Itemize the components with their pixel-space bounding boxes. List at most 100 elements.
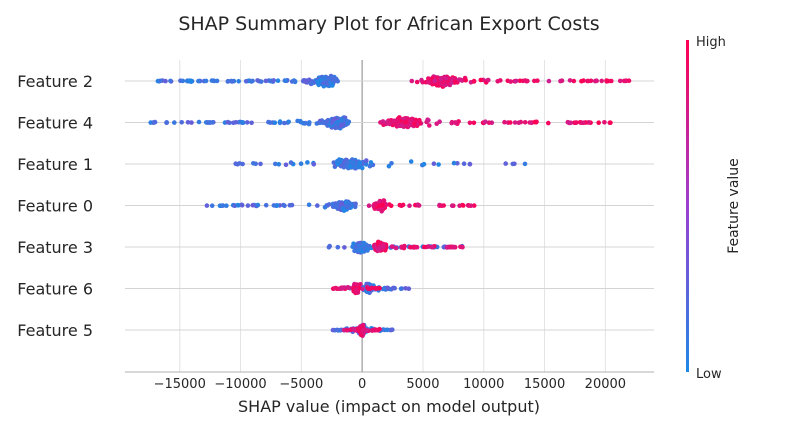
shap-point <box>508 79 513 84</box>
shap-point <box>367 163 373 169</box>
shap-point <box>471 203 477 208</box>
shap-point <box>421 161 427 167</box>
shap-point <box>271 203 277 208</box>
shap-point <box>436 162 441 167</box>
shap-point <box>498 78 503 83</box>
shap-point <box>164 120 169 125</box>
shap-point <box>373 327 378 333</box>
shap-point <box>455 161 460 166</box>
shap-point <box>335 122 340 127</box>
shap-point <box>351 327 357 333</box>
shap-point <box>276 162 282 167</box>
shap-point <box>235 162 240 167</box>
shap-point <box>255 78 260 83</box>
colorbar-high-label: High <box>696 35 726 50</box>
shap-point <box>399 203 404 209</box>
shap-point <box>245 203 251 208</box>
shap-point <box>344 327 350 333</box>
shap-point <box>283 78 289 84</box>
shap-point <box>339 286 345 291</box>
shap-point <box>338 117 344 123</box>
shap-point <box>271 78 277 83</box>
shap-point <box>274 203 280 208</box>
shap-point <box>281 202 286 208</box>
shap-point <box>385 286 391 291</box>
shap-point <box>317 77 323 83</box>
shap-point <box>353 201 358 207</box>
shap-point <box>277 120 283 126</box>
shap-point <box>377 326 382 332</box>
shap-point <box>522 120 528 125</box>
shap-point <box>240 161 245 167</box>
shap-point <box>401 245 407 251</box>
shap-point <box>346 285 352 291</box>
shap-point <box>443 75 449 81</box>
shap-point <box>516 120 522 125</box>
shap-point <box>356 164 362 170</box>
shap-point <box>486 120 492 125</box>
shap-point <box>322 205 328 210</box>
shap-point <box>203 78 209 84</box>
shap-point <box>330 327 336 333</box>
shap-point <box>335 286 340 292</box>
shap-point <box>231 120 236 126</box>
x-tick-label: 15000 <box>524 377 565 392</box>
shap-point <box>152 119 158 125</box>
shap-point <box>408 159 414 164</box>
shap-point <box>286 119 292 125</box>
shap-point <box>586 78 591 84</box>
shap-point <box>460 244 465 250</box>
shap-point <box>387 121 393 127</box>
shap-point <box>478 77 484 83</box>
shap-point <box>513 78 519 84</box>
shap-point <box>426 118 431 123</box>
shap-point <box>330 77 335 82</box>
shap-point <box>356 248 362 253</box>
beeswarm-points <box>148 73 632 339</box>
shap-point <box>357 160 363 166</box>
shap-point <box>377 285 382 291</box>
shap-point <box>263 78 269 84</box>
shap-point <box>188 79 194 84</box>
shap-point <box>438 76 444 82</box>
shap-point <box>402 119 408 125</box>
shap-point <box>568 120 573 126</box>
shap-point <box>409 78 415 84</box>
shap-point <box>298 118 303 124</box>
shap-point <box>374 286 379 291</box>
shap-point <box>224 203 229 208</box>
shap-point <box>559 78 565 83</box>
shap-point <box>148 120 153 125</box>
shap-point <box>449 120 455 126</box>
shap-point <box>267 120 273 125</box>
shap-point <box>522 161 528 167</box>
shap-point <box>389 161 394 166</box>
shap-point <box>437 119 442 124</box>
shap-point <box>373 202 378 207</box>
shap-point <box>412 121 417 127</box>
shap-point <box>361 328 366 333</box>
shap-point <box>321 76 327 81</box>
shap-point <box>377 203 383 208</box>
shap-point <box>571 78 577 84</box>
shap-point <box>354 287 359 293</box>
shap-point <box>430 244 435 250</box>
shap-point <box>315 203 320 208</box>
shap-point <box>282 120 287 126</box>
shap-point <box>439 203 445 208</box>
shap-point <box>508 120 513 125</box>
x-tick-label: −10000 <box>214 377 266 392</box>
shap-point <box>333 125 338 131</box>
shap-point <box>352 164 357 169</box>
shap-point <box>352 248 357 254</box>
shap-point <box>344 160 350 166</box>
shap-point <box>403 286 408 291</box>
feature-label: Feature 2 <box>17 72 93 91</box>
shap-point <box>355 326 361 331</box>
x-axis-title: SHAP value (impact on model output) <box>238 397 540 416</box>
shap-point <box>408 119 413 124</box>
shap-point <box>240 120 246 125</box>
shap-point <box>483 119 488 124</box>
shap-point <box>302 121 308 126</box>
